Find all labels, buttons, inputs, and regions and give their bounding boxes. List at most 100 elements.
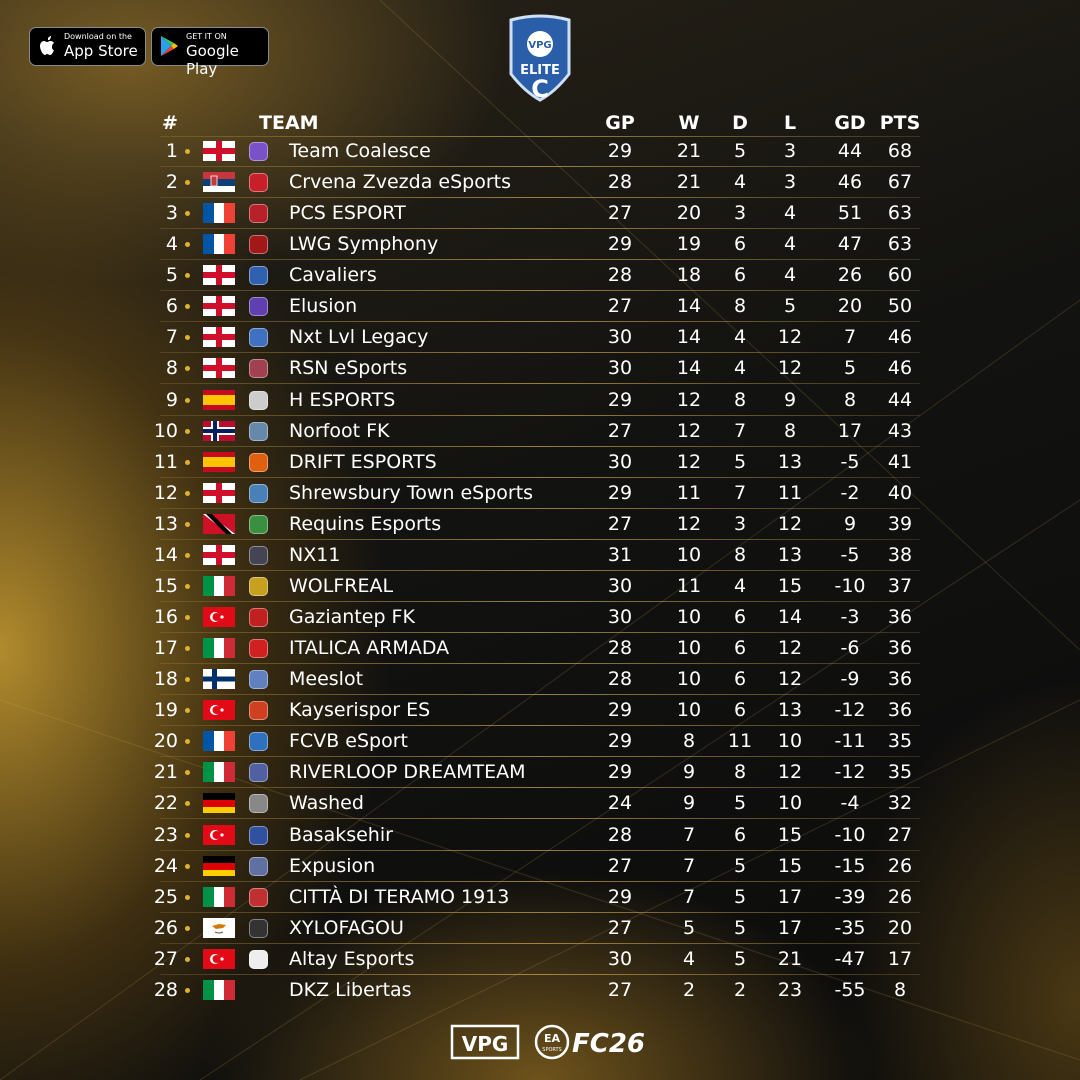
team-name: Elusion — [289, 295, 358, 318]
rank: 25 — [153, 885, 178, 908]
flag — [203, 141, 235, 161]
stat-cell: 29 — [607, 885, 633, 908]
flag-icon — [203, 575, 235, 596]
flag — [203, 513, 235, 534]
team-name: PCS ESPORT — [289, 202, 406, 225]
stat-cell: 14 — [676, 357, 702, 380]
stat-cell: 27 — [607, 978, 633, 1001]
stat-cell: 11 — [777, 481, 803, 504]
flag-icon — [203, 172, 235, 193]
flag-icon — [203, 234, 235, 255]
team-logo — [249, 608, 268, 628]
flag-icon — [203, 513, 235, 534]
stat-cell: 14 — [676, 295, 702, 318]
team-name: Meeslot — [289, 668, 364, 691]
team-logo — [249, 235, 268, 255]
team-name: ITALICA ARMADA — [289, 637, 450, 660]
flag — [203, 700, 235, 721]
team-logo — [249, 266, 268, 286]
row-separator — [160, 880, 920, 882]
stat-cell: 4 — [733, 171, 747, 194]
team-name: DRIFT ESPORTS — [289, 450, 437, 473]
rank: 4 — [165, 233, 178, 256]
stat-cell: 3 — [733, 202, 747, 225]
stat-cell: -35 — [834, 916, 866, 939]
rank: 26 — [153, 916, 178, 939]
rank: 5 — [165, 264, 178, 287]
flag — [203, 265, 235, 286]
flag-icon — [203, 389, 235, 410]
flag — [203, 886, 235, 907]
column-header: L — [783, 112, 797, 134]
stat-cell: 17 — [887, 947, 913, 970]
column-header: GP — [605, 112, 635, 134]
row-separator — [160, 321, 920, 323]
team-logo — [249, 173, 268, 193]
stat-cell: 29 — [607, 761, 633, 784]
stat-cell: 28 — [607, 264, 633, 287]
stat-cell: 27 — [607, 419, 633, 442]
stat-cell: -9 — [840, 668, 860, 691]
row-separator — [160, 414, 920, 416]
column-header: W — [678, 112, 700, 134]
rank: 21 — [153, 761, 178, 784]
column-header: # — [162, 112, 178, 134]
stat-cell: 17 — [777, 916, 803, 939]
stat-cell: 11 — [676, 574, 702, 597]
stat-cell: 67 — [887, 171, 913, 194]
logo-brand: VPG — [528, 40, 551, 51]
column-header: PTS — [879, 112, 921, 134]
rank: 19 — [153, 699, 178, 722]
flag-icon — [203, 203, 235, 224]
google-play-badge[interactable]: GET IT ON Google Play — [151, 27, 269, 78]
rank-dot — [185, 987, 190, 993]
team-logo — [249, 421, 268, 441]
stat-cell: 17 — [777, 885, 803, 908]
flag-icon — [203, 762, 235, 783]
flag-icon — [203, 917, 235, 938]
team-name: Washed — [289, 792, 364, 815]
stat-cell: 9 — [682, 761, 696, 784]
stat-cell: 29 — [607, 388, 633, 411]
stat-cell: 21 — [676, 171, 702, 194]
row-separator — [160, 756, 920, 758]
stat-cell: 15 — [777, 574, 803, 597]
stat-cell: 2 — [733, 978, 747, 1001]
stat-cell: 18 — [676, 264, 702, 287]
flag — [203, 979, 235, 1000]
flag — [203, 234, 235, 255]
flag — [203, 917, 235, 938]
row-separator — [160, 663, 920, 665]
rank-dot — [185, 521, 190, 527]
stat-cell: 6 — [733, 668, 747, 691]
stat-cell: 31 — [607, 543, 633, 566]
team-logo — [249, 639, 268, 659]
stat-cell: 41 — [887, 450, 913, 473]
row-separator — [160, 507, 920, 509]
row-separator — [160, 197, 920, 199]
stat-cell: 35 — [887, 761, 913, 784]
stat-cell: 20 — [837, 295, 863, 318]
rank-dot — [185, 459, 190, 465]
rank-dot — [185, 925, 190, 931]
stat-cell: 28 — [607, 171, 633, 194]
rank-dot — [185, 708, 190, 714]
stat-cell: 15 — [777, 823, 803, 846]
team-name: CITTÀ DI TERAMO 1913 — [289, 885, 510, 908]
app-store-badge[interactable]: Download on the App Store — [29, 27, 146, 66]
stat-cell: 12 — [676, 512, 702, 535]
stat-cell: -12 — [834, 761, 866, 784]
badge-big-text: Google Play — [186, 42, 239, 78]
rank: 1 — [165, 140, 178, 162]
team-name: H ESPORTS — [289, 388, 396, 411]
team-name: Gaziantep FK — [289, 606, 415, 629]
stat-cell: 5 — [783, 295, 797, 318]
stat-cell: 30 — [607, 574, 633, 597]
stat-cell: 32 — [887, 792, 913, 815]
stat-cell: -6 — [840, 637, 860, 660]
stat-cell: 27 — [607, 295, 633, 318]
team-logo — [249, 359, 268, 379]
stat-cell: 50 — [887, 295, 913, 318]
stat-cell: 7 — [682, 823, 696, 846]
flag-icon — [203, 669, 235, 690]
